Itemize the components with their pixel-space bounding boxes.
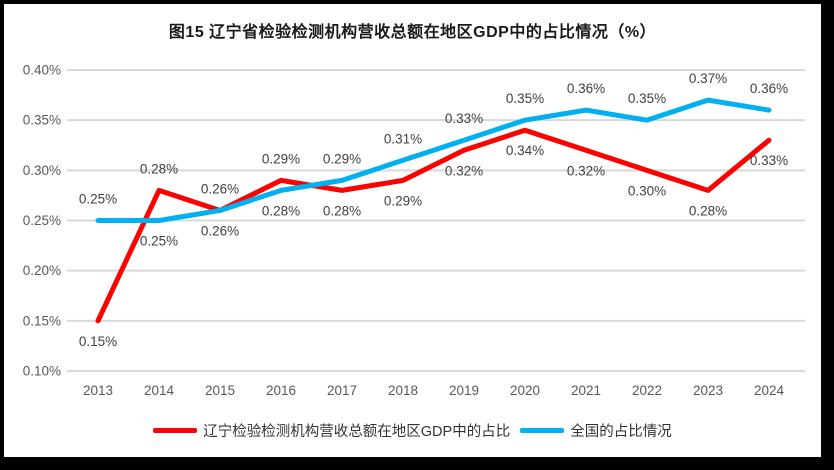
y-axis-tick-label: 0.35% [23,113,61,128]
data-label: 0.30% [628,183,666,198]
x-axis-tick-label: 2016 [266,383,296,398]
y-axis-tick-label: 0.25% [23,213,61,228]
data-label: 0.28% [140,161,178,176]
x-axis-tick-label: 2021 [571,383,601,398]
legend-item-liaoning: 辽宁检验检测机构营收总额在地区GDP中的占比 [153,420,510,441]
x-axis-tick-label: 2019 [449,383,479,398]
line-chart-plot-area: 0.40% 0.35% 0.30% 0.25% 0.20% 0.15% 0.10% 2013 2… [23,63,805,398]
legend-label-liaoning: 辽宁检验检测机构营收总额在地区GDP中的占比 [203,423,511,440]
data-label: 0.32% [445,163,483,178]
x-axis-tick-label: 2022 [632,383,662,398]
data-label: 0.35% [628,91,666,106]
data-label: 0.32% [567,163,605,178]
x-axis-tick-label: 2013 [83,383,113,398]
legend-swatch-liaoning [153,427,198,433]
x-axis-tick-label: 2018 [388,383,418,398]
data-label: 0.33% [445,111,483,126]
x-axis-tick-label: 2015 [205,383,235,398]
data-label: 0.28% [262,203,300,218]
legend-item-national: 全国的占比情况 [520,420,672,441]
series-line-national [95,97,772,223]
data-label: 0.28% [689,203,727,218]
y-axis-tick-label: 0.30% [23,163,61,178]
series-line-liaoning [95,127,772,324]
data-label: 0.15% [79,334,117,349]
data-label: 0.25% [140,234,178,249]
data-label: 0.36% [567,81,605,96]
data-label: 0.29% [262,151,300,166]
data-label: 0.26% [201,223,239,238]
x-axis-tick-label: 2017 [327,383,357,398]
data-label: 0.31% [384,131,422,146]
legend-label-national: 全国的占比情况 [570,423,672,440]
x-axis-tick-label: 2024 [754,383,785,398]
data-label: 0.34% [506,143,544,158]
y-axis-tick-label: 0.40% [23,63,61,78]
data-label: 0.25% [79,192,117,207]
data-label: 0.35% [506,91,544,106]
y-axis-tick-label: 0.10% [23,364,61,379]
x-axis-tick-label: 2023 [693,383,723,398]
data-label: 0.29% [323,151,361,166]
x-axis-tick-label: 2020 [510,383,540,398]
legend-swatch-national [520,427,565,433]
data-label: 0.29% [384,193,422,208]
data-label: 0.36% [750,81,788,96]
data-label: 0.33% [750,153,788,168]
y-axis-tick-label: 0.20% [23,263,61,278]
y-axis-tick-label: 0.15% [23,313,61,328]
x-axis-tick-label: 2014 [144,383,175,398]
data-label: 0.37% [689,71,727,86]
chart-title: 图15 辽宁省检验检测机构营收总额在地区GDP中的占比情况（%） [168,24,657,41]
chart-legend: 辽宁检验检测机构营收总额在地区GDP中的占比 全国的占比情况 [4,417,821,443]
data-label: 0.26% [201,181,239,196]
data-label: 0.28% [323,203,361,218]
